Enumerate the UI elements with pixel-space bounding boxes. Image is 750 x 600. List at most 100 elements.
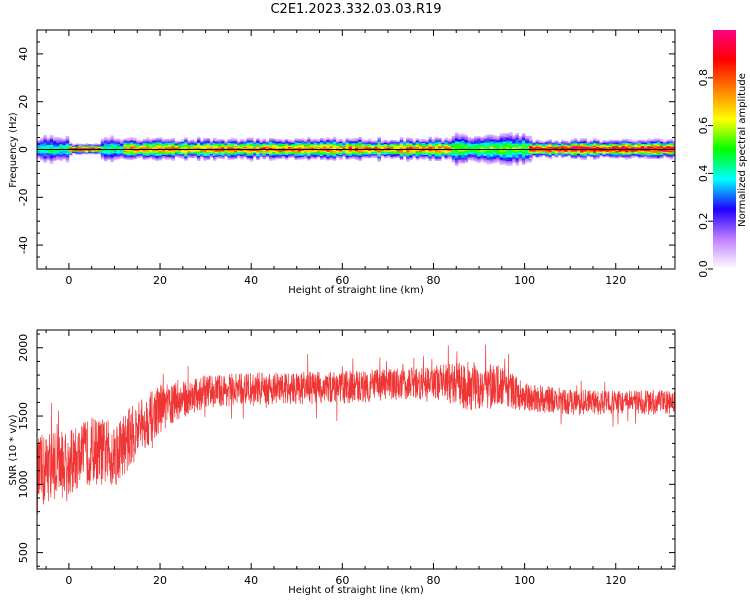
heatmap-cell (145, 142, 150, 144)
heatmap-cell (332, 146, 337, 148)
heatmap-cell (107, 145, 111, 147)
heatmap-cell (227, 145, 232, 147)
heatmap-cell (644, 142, 648, 145)
heatmap-cell (297, 141, 302, 143)
heatmap-cell (602, 153, 607, 155)
heatmap-cell (246, 146, 251, 148)
heatmap-cell (181, 150, 185, 152)
heatmap-cell (621, 152, 626, 155)
heatmap-cell (84, 143, 89, 145)
heatmap-cell (184, 157, 188, 160)
heatmap-cell (152, 139, 156, 142)
heatmap-cell (307, 141, 311, 143)
heatmap-cell (624, 156, 629, 159)
heatmap-cell (209, 147, 214, 150)
heatmap-cell (224, 140, 228, 143)
heatmap-cell (227, 143, 232, 146)
heatmap-cell (656, 140, 661, 143)
heatmap-cell (650, 140, 654, 143)
heatmap-cell (246, 154, 251, 156)
heatmap-cell (640, 144, 645, 147)
heatmap-cell (486, 142, 491, 145)
heatmap-cell (554, 151, 559, 153)
heatmap-cell (323, 153, 327, 155)
heatmap-cell (428, 136, 433, 139)
heatmap-cell (212, 155, 217, 158)
heatmap-cell (499, 151, 504, 153)
heatmap-cell (49, 158, 54, 161)
heatmap-cell (659, 141, 664, 144)
heatmap-cell (489, 144, 494, 146)
heatmap-cell (431, 157, 436, 160)
heatmap-cell (438, 145, 442, 147)
heatmap-cell (367, 145, 372, 148)
heatmap-cell (529, 138, 533, 140)
heatmap-cell (253, 149, 257, 152)
heatmap-cell (355, 155, 359, 158)
heatmap-cell (377, 136, 382, 139)
heatmap-cell (383, 147, 388, 149)
heatmap-cell (316, 145, 321, 147)
heatmap-cell (249, 143, 254, 145)
heatmap-cell (496, 142, 500, 145)
heatmap-cell (37, 141, 41, 143)
heatmap-cell (288, 152, 292, 155)
heatmap-cell (224, 154, 228, 156)
heatmap-cell (307, 155, 311, 157)
heatmap-cell (567, 147, 572, 150)
heatmap-cell (444, 154, 448, 156)
heatmap-cell (640, 147, 645, 149)
heatmap-cell (422, 152, 426, 154)
heatmap-cell (612, 147, 616, 149)
heatmap-cell (383, 153, 388, 155)
heatmap-cell (149, 156, 153, 159)
heatmap-cell (592, 142, 597, 145)
heatmap-cell (275, 151, 279, 153)
heatmap-cell (116, 153, 121, 155)
heatmap-cell (190, 143, 195, 145)
heatmap-cell (335, 148, 340, 150)
heatmap-cell (284, 138, 289, 141)
heatmap-cell (171, 156, 176, 159)
heatmap-cell (155, 158, 160, 160)
heatmap-cell (474, 143, 478, 145)
heatmap-cell (608, 143, 613, 145)
heatmap-cell (136, 155, 140, 157)
heatmap-cell (49, 143, 54, 145)
heatmap-cell (461, 139, 465, 141)
heatmap-cell (402, 144, 407, 147)
heatmap-cell (110, 140, 114, 142)
heatmap-cell (573, 146, 578, 149)
heatmap-cell (444, 155, 448, 157)
heatmap-cell (214, 153, 219, 156)
heatmap-cell (113, 156, 118, 158)
heatmap-cell (386, 155, 391, 157)
heatmap-cell (348, 154, 353, 156)
heatmap-cell (168, 138, 172, 141)
heatmap-cell (525, 139, 529, 142)
heatmap-cell (580, 147, 584, 150)
heatmap-cell (561, 155, 565, 157)
heatmap-cell (418, 156, 423, 158)
heatmap-cell (529, 156, 533, 158)
heatmap-cell (406, 153, 410, 155)
heatmap-cell (284, 146, 289, 148)
heatmap-cell (230, 146, 235, 148)
heatmap-cell (409, 157, 413, 159)
heatmap-cell (512, 145, 516, 148)
heatmap-cell (240, 152, 244, 154)
heatmap-cell (190, 148, 195, 150)
heatmap-cell (386, 146, 391, 149)
heatmap-cell (142, 146, 147, 148)
heatmap-cell (515, 136, 520, 139)
heatmap-cell (253, 154, 257, 156)
heatmap-cell (502, 147, 507, 149)
heatmap-cell (300, 154, 305, 156)
heatmap-cell (509, 131, 513, 134)
heatmap-cell (335, 145, 340, 148)
heatmap-cell (355, 145, 359, 147)
heatmap-cell (40, 150, 44, 153)
heatmap-cell (43, 138, 47, 141)
heatmap-cell (326, 138, 330, 141)
heatmap-cell (323, 151, 327, 154)
